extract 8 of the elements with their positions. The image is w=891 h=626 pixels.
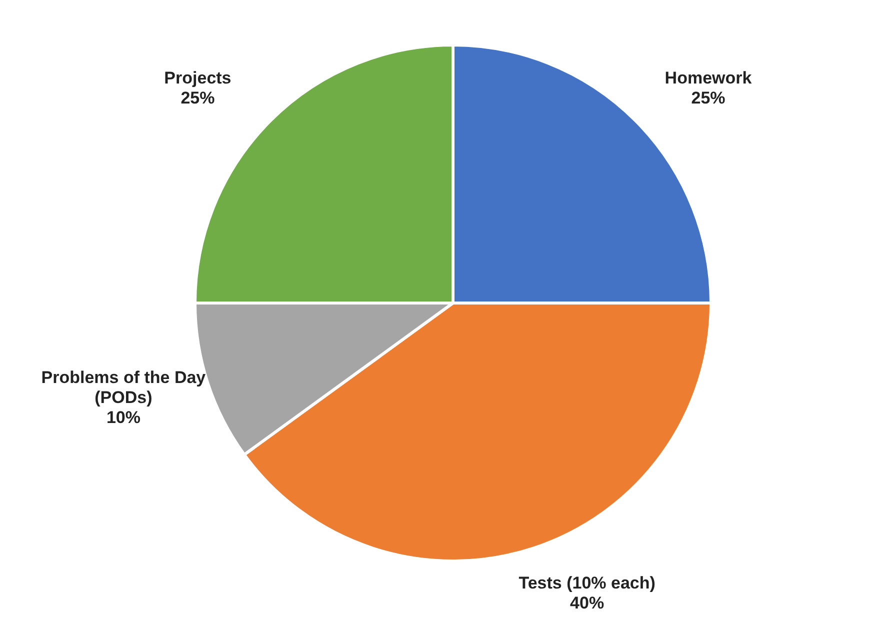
data-label: 25% [691,88,726,108]
slice-label: Problems of the Day (PODs) [41,368,206,408]
slice-label: Homework [664,68,752,88]
data-label: 25% [180,88,215,108]
data-label: 40% [570,594,604,613]
slice-label: Projects [164,68,232,88]
slice-label: Tests (10% each) [518,574,656,593]
data-label: 10% [106,408,140,428]
